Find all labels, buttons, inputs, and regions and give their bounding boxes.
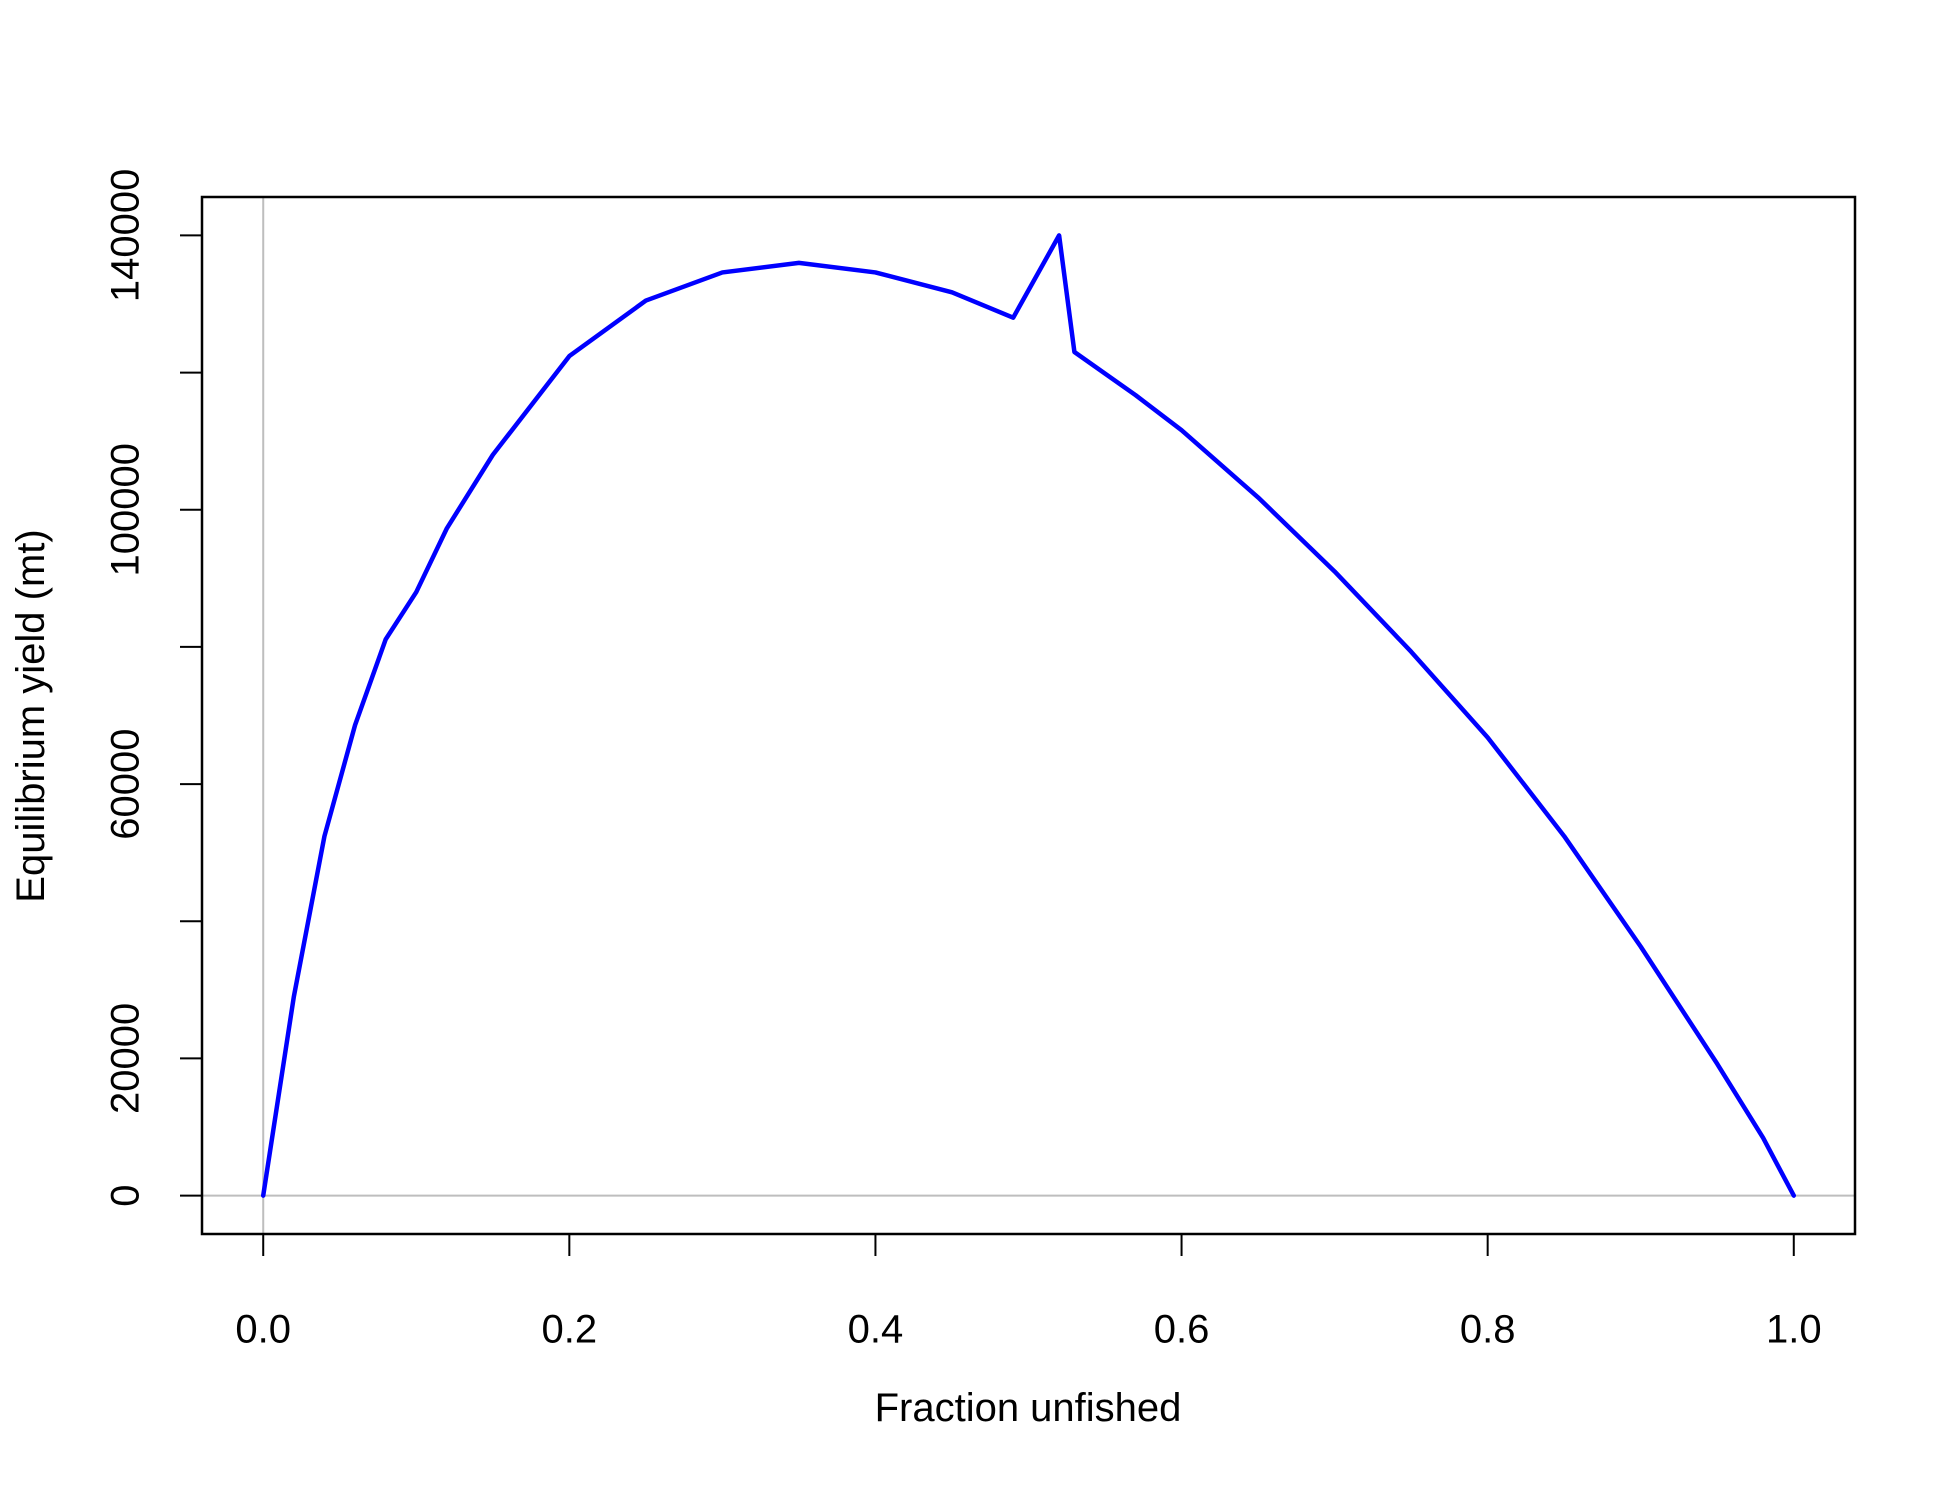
y-tick-label: 140000 (104, 169, 148, 302)
x-tick-label: 0.8 (1460, 1308, 1516, 1352)
data-line (260, 233, 1797, 1198)
x-axis-label: Fraction unfished (875, 1386, 1182, 1430)
y-axis-label: Equilibrium yield (mt) (9, 529, 53, 902)
x-tick-label: 0.2 (542, 1308, 598, 1352)
x-tick-label: 0.6 (1154, 1308, 1210, 1352)
x-tick-label: 0.4 (848, 1308, 904, 1352)
x-tick-label: 1.0 (1766, 1308, 1822, 1352)
y-tick-label: 60000 (104, 728, 148, 839)
x-tick-label: 0.0 (235, 1308, 291, 1352)
y-tick-label: 100000 (104, 443, 148, 576)
y-tick-label: 20000 (104, 1003, 148, 1114)
plot-frame (200, 195, 1857, 1236)
y-tick-label: 0 (104, 1184, 148, 1206)
